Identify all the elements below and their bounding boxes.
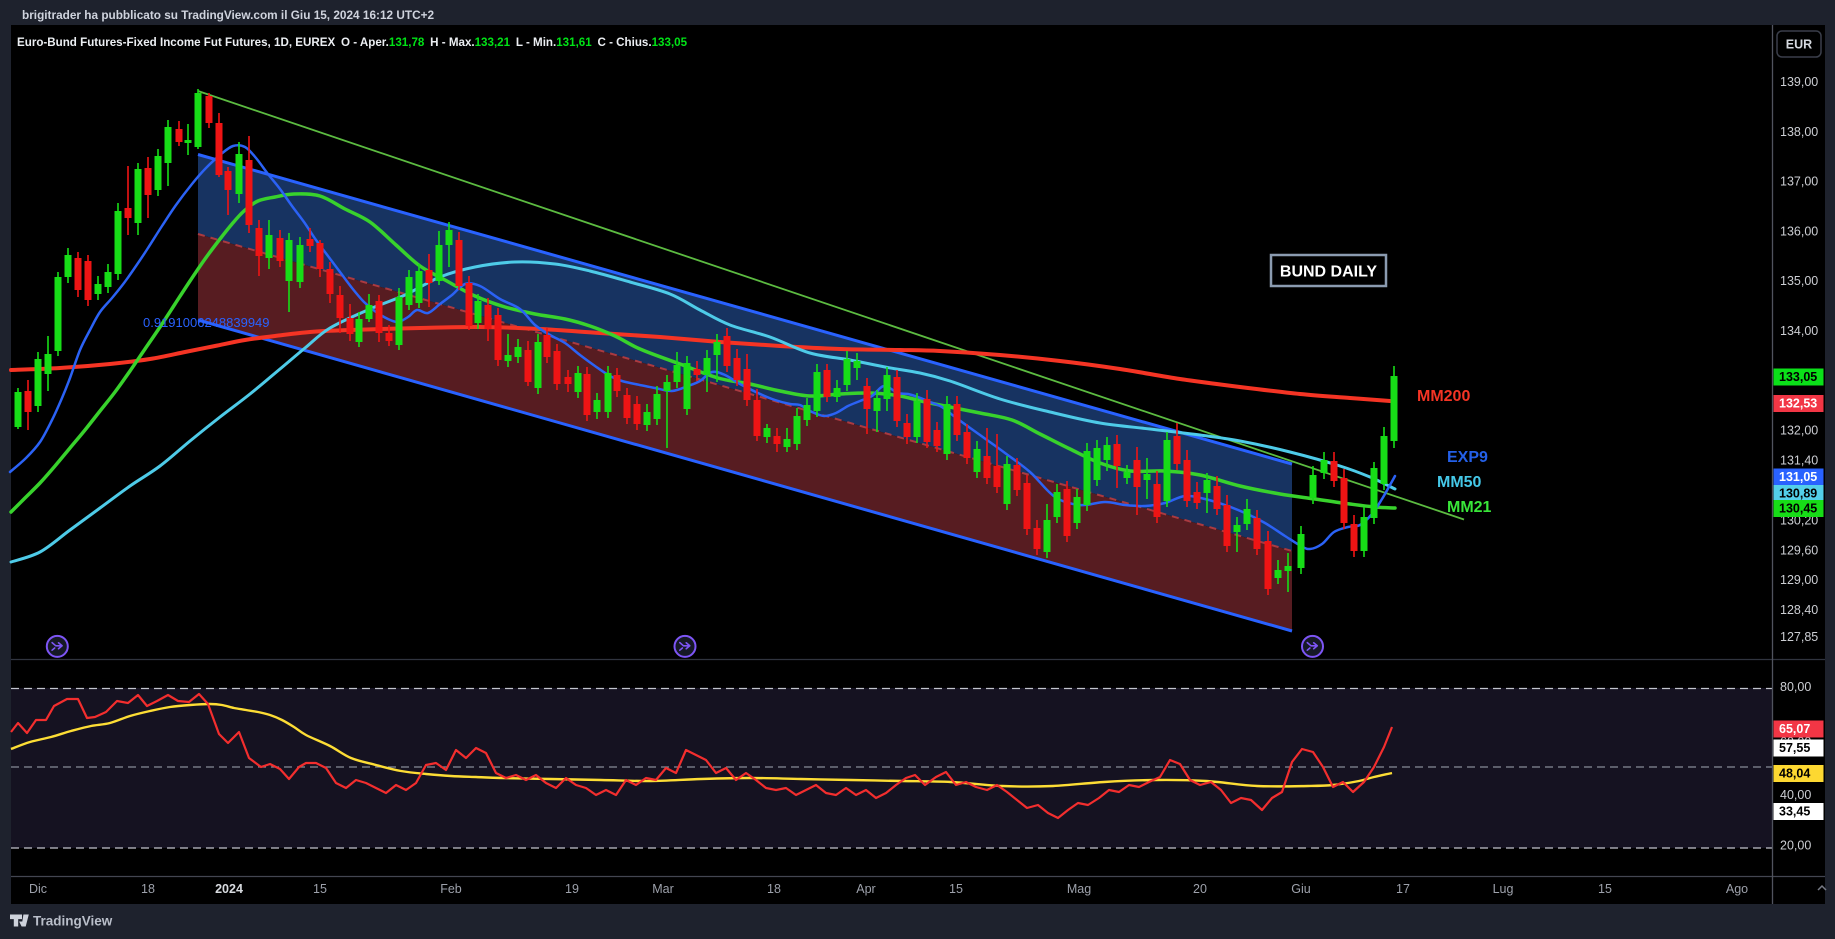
svg-text:134,00: 134,00 (1780, 324, 1818, 338)
svg-text:130,45: 130,45 (1779, 502, 1817, 516)
svg-text:Lug: Lug (1493, 882, 1514, 896)
svg-text:129,60: 129,60 (1780, 543, 1818, 557)
svg-text:127,85: 127,85 (1780, 630, 1818, 644)
svg-text:57,55: 57,55 (1779, 741, 1810, 755)
svg-text:brigitrader ha pubblicato su T: brigitrader ha pubblicato su TradingView… (22, 8, 434, 22)
svg-text:20: 20 (1193, 882, 1207, 896)
svg-text:Giu: Giu (1291, 882, 1311, 896)
svg-text:65,07: 65,07 (1779, 722, 1810, 736)
svg-text:137,00: 137,00 (1780, 175, 1818, 189)
svg-text:138,00: 138,00 (1780, 125, 1818, 139)
svg-text:BUND DAILY: BUND DAILY (1280, 264, 1378, 281)
svg-text:EXP9: EXP9 (1447, 449, 1488, 466)
svg-text:20,00: 20,00 (1780, 839, 1811, 853)
svg-text:Mag: Mag (1067, 882, 1091, 896)
svg-text:15: 15 (949, 882, 963, 896)
svg-text:Feb: Feb (440, 882, 462, 896)
svg-text:80,00: 80,00 (1780, 680, 1811, 694)
svg-text:Dic: Dic (29, 882, 47, 896)
svg-text:130,89: 130,89 (1779, 487, 1817, 501)
svg-text:131,05: 131,05 (1779, 470, 1817, 484)
svg-text:33,45: 33,45 (1779, 805, 1810, 819)
svg-text:TradingView: TradingView (33, 914, 113, 929)
svg-text:MM200: MM200 (1417, 388, 1470, 405)
svg-text:MM50: MM50 (1437, 474, 1482, 491)
svg-text:132,53: 132,53 (1779, 397, 1817, 411)
svg-text:MM21: MM21 (1447, 499, 1492, 516)
svg-text:EUR: EUR (1786, 38, 1812, 52)
svg-text:129,00: 129,00 (1780, 573, 1818, 587)
svg-text:128,40: 128,40 (1780, 603, 1818, 617)
svg-text:18: 18 (767, 882, 781, 896)
svg-text:15: 15 (313, 882, 327, 896)
svg-text:Mar: Mar (652, 882, 674, 896)
svg-text:18: 18 (141, 882, 155, 896)
svg-text:136,00: 136,00 (1780, 224, 1818, 238)
svg-text:17: 17 (1396, 882, 1410, 896)
svg-text:Euro-Bund Futures-Fixed Income: Euro-Bund Futures-Fixed Income Fut Futur… (17, 36, 688, 49)
svg-text:48,04: 48,04 (1779, 767, 1810, 781)
svg-text:131,40: 131,40 (1780, 454, 1818, 468)
svg-text:19: 19 (565, 882, 579, 896)
svg-text:139,00: 139,00 (1780, 75, 1818, 89)
svg-text:2024: 2024 (215, 882, 243, 896)
svg-text:40,00: 40,00 (1780, 788, 1811, 802)
svg-text:Ago: Ago (1726, 882, 1748, 896)
svg-text:135,00: 135,00 (1780, 274, 1818, 288)
svg-text:132,00: 132,00 (1780, 424, 1818, 438)
svg-text:0.9191006248839949: 0.9191006248839949 (143, 315, 270, 330)
svg-text:15: 15 (1598, 882, 1612, 896)
svg-text:133,05: 133,05 (1779, 370, 1817, 384)
svg-text:Apr: Apr (856, 882, 875, 896)
